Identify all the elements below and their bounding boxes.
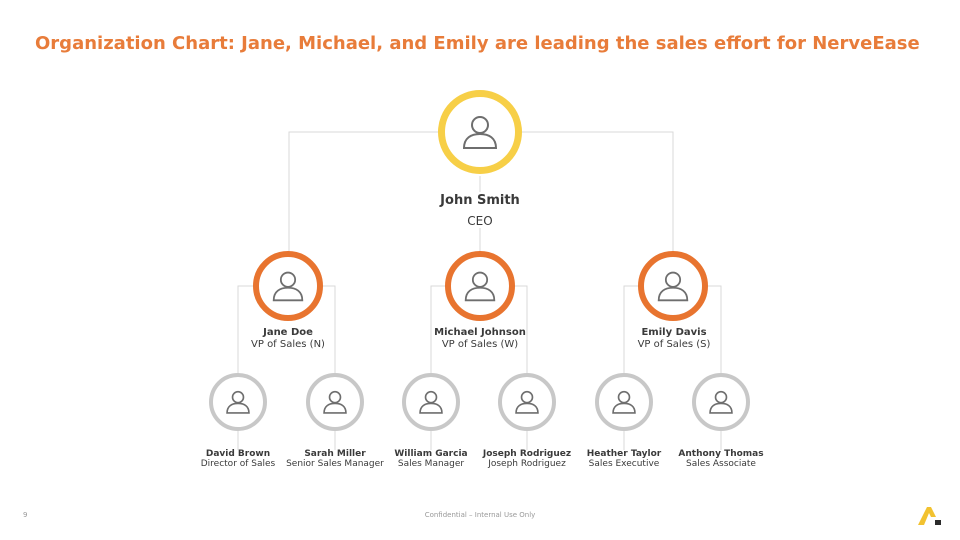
staff-label-william: William Garcia Sales Manager xyxy=(371,449,491,469)
person-icon xyxy=(656,269,690,303)
person-icon xyxy=(225,389,251,415)
vp-label-jane: Jane Doe VP of Sales (N) xyxy=(208,327,368,350)
staff-role: Senior Sales Manager xyxy=(286,459,384,469)
vp-avatar-michael xyxy=(445,251,515,321)
ceo-name: John Smith xyxy=(440,193,520,208)
staff-name: William Garcia xyxy=(394,449,468,459)
vp-label-michael: Michael Johnson VP of Sales (W) xyxy=(400,327,560,350)
person-icon xyxy=(611,389,637,415)
person-icon xyxy=(461,113,499,151)
page-number: 9 xyxy=(23,511,28,519)
staff-role: Sales Manager xyxy=(397,459,465,469)
staff-role: Sales Executive xyxy=(588,459,660,469)
vp-avatar-jane xyxy=(253,251,323,321)
staff-avatar-william xyxy=(402,373,460,431)
vp-role: VP of Sales (N) xyxy=(251,339,325,350)
staff-name: Heather Taylor xyxy=(586,449,662,459)
vp1-connector-left xyxy=(237,285,253,375)
confidential-notice: Confidential – Internal Use Only xyxy=(424,511,536,519)
vp3-connector-right xyxy=(708,285,722,375)
vp-avatar-emily xyxy=(638,251,708,321)
ceo-role: CEO xyxy=(467,214,493,228)
staff-label-anthony: Anthony Thomas Sales Associate xyxy=(661,449,781,469)
person-icon xyxy=(418,389,444,415)
staff-avatar-anthony xyxy=(692,373,750,431)
ceo-avatar xyxy=(438,90,522,174)
ceo-connector-left xyxy=(288,131,440,253)
staff-avatar-joseph xyxy=(498,373,556,431)
vp1-connector-right xyxy=(323,285,336,375)
staff-label-david: David Brown Director of Sales xyxy=(178,449,298,469)
vp-label-emily: Emily Davis VP of Sales (S) xyxy=(594,327,754,350)
staff-label-heather: Heather Taylor Sales Executive xyxy=(564,449,684,469)
staff-avatar-heather xyxy=(595,373,653,431)
vp-role: VP of Sales (S) xyxy=(637,339,711,350)
person-icon xyxy=(463,269,497,303)
staff-avatar-david xyxy=(209,373,267,431)
staff-name: Anthony Thomas xyxy=(678,449,764,459)
person-icon xyxy=(271,269,305,303)
staff-avatar-sarah xyxy=(306,373,364,431)
vp-name: Michael Johnson xyxy=(434,327,526,338)
staff-role: Sales Associate xyxy=(686,459,756,469)
person-icon xyxy=(322,389,348,415)
vp2-connector-left xyxy=(430,285,445,375)
staff-name: Joseph Rodriguez xyxy=(482,449,572,459)
staff-role: Joseph Rodriguez xyxy=(488,459,566,469)
vp-role: VP of Sales (W) xyxy=(441,339,519,350)
vp-name: Jane Doe xyxy=(263,327,313,338)
staff-label-joseph: Joseph Rodriguez Joseph Rodriguez xyxy=(467,449,587,469)
brand-logo-icon xyxy=(916,505,944,527)
page-title: Organization Chart: Jane, Michael, and E… xyxy=(35,33,920,54)
staff-label-sarah: Sarah Miller Senior Sales Manager xyxy=(275,449,395,469)
vp2-connector-right xyxy=(515,285,528,375)
ceo-label: John Smith CEO xyxy=(400,193,560,228)
vp-name: Emily Davis xyxy=(641,327,707,338)
vp3-connector-left xyxy=(623,285,638,375)
staff-role: Director of Sales xyxy=(200,459,276,469)
staff-name: Sarah Miller xyxy=(304,449,366,459)
staff-name: David Brown xyxy=(205,449,271,459)
person-icon xyxy=(514,389,540,415)
person-icon xyxy=(708,389,734,415)
ceo-connector-right xyxy=(520,131,674,253)
